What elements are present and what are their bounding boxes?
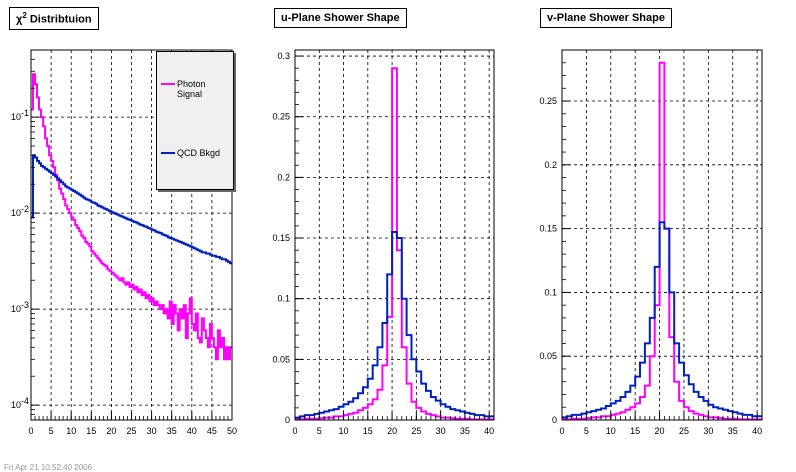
legend-label-background: QCD Bkgd [177, 148, 221, 158]
y-tick-label-exponent: -1 [21, 108, 29, 118]
x-tick-label: 0 [559, 426, 564, 436]
x-tick-label: 20 [387, 426, 397, 436]
plot-frame [294, 49, 495, 421]
y-tick-label: 0.1 [277, 294, 290, 304]
x-tick-label: 30 [436, 426, 446, 436]
x-tick-label: 35 [728, 426, 738, 436]
x-tick-label: 15 [630, 426, 640, 436]
x-tick-label: 5 [49, 426, 54, 436]
y-tick-label: 0.15 [272, 233, 290, 243]
y-tick-label: 10 [11, 304, 21, 314]
y-tick-label: 10 [11, 400, 21, 410]
y-tick-label: 0.25 [539, 96, 557, 106]
footer-timestamp: Fri Apr 21 10:52:40 2006 [4, 463, 93, 472]
y-tick-label: 10 [11, 208, 21, 218]
y-tick-label: 0.1 [544, 287, 557, 297]
x-tick-label: 20 [655, 426, 665, 436]
u-plane-chart-title: u-Plane Shower Shape [274, 8, 407, 28]
x-tick-label: 10 [66, 426, 76, 436]
y-tick-label: 0.05 [539, 351, 557, 361]
legend-label-signal: Photon Signal [177, 79, 206, 99]
y-tick-label: 0.25 [272, 112, 290, 122]
series-0-line [562, 61, 762, 421]
x-tick-label: 30 [703, 426, 713, 436]
x-tick-label: 15 [86, 426, 96, 436]
chart-1: 0 5 10 15 20 25 30 35 40 0 0.05 0.1 0.15 0.2 0.25 0.3 [272, 49, 495, 436]
series-0-line [295, 67, 494, 421]
x-tick-label: 25 [411, 426, 421, 436]
y-tick-label-exponent: -2 [21, 204, 29, 214]
x-tick-label: 20 [106, 426, 116, 436]
series-0-line [31, 73, 232, 361]
x-tick-label: 45 [207, 426, 217, 436]
y-tick-label-exponent: -3 [21, 300, 29, 310]
x-tick-label: 35 [460, 426, 470, 436]
y-tick-label: 0.05 [272, 354, 290, 364]
x-tick-label: 0 [28, 426, 33, 436]
x-tick-label: 40 [752, 426, 762, 436]
x-tick-label: 25 [679, 426, 689, 436]
v-plane-chart-title: v-Plane Shower Shape [540, 8, 672, 28]
y-tick-label: 0.15 [539, 224, 557, 234]
y-tick-label: 0 [285, 415, 290, 425]
x-tick-label: 10 [606, 426, 616, 436]
x-tick-label: 35 [167, 426, 177, 436]
x-tick-label: 5 [584, 426, 589, 436]
x-tick-label: 40 [187, 426, 197, 436]
plot-frame [561, 49, 763, 421]
series-1-line [31, 154, 232, 265]
x-tick-label: 15 [363, 426, 373, 436]
y-tick-label: 0.2 [277, 172, 290, 182]
y-tick-label-exponent: -4 [21, 396, 29, 406]
y-tick-label: 0.2 [544, 160, 557, 170]
x-tick-label: 30 [147, 426, 157, 436]
x-tick-label: 50 [227, 426, 237, 436]
y-tick-label: 0.3 [277, 51, 290, 61]
chart-2: 0 5 10 15 20 25 30 35 40 0 0.05 0.1 0.15 0.2 0.25 [539, 49, 763, 436]
series-1-line [295, 231, 494, 419]
y-tick-label: 0 [552, 415, 557, 425]
x-tick-label: 40 [484, 426, 494, 436]
y-tick-label: 10 [11, 112, 21, 122]
series-1-line [562, 221, 762, 419]
x-tick-label: 5 [317, 426, 322, 436]
chi2-legend: Photon Signal QCD Bkgd [156, 51, 234, 190]
chi2-chart-title: χ2 Distribtuion [9, 7, 99, 30]
x-tick-label: 25 [126, 426, 136, 436]
x-tick-label: 10 [339, 426, 349, 436]
x-tick-label: 0 [292, 426, 297, 436]
